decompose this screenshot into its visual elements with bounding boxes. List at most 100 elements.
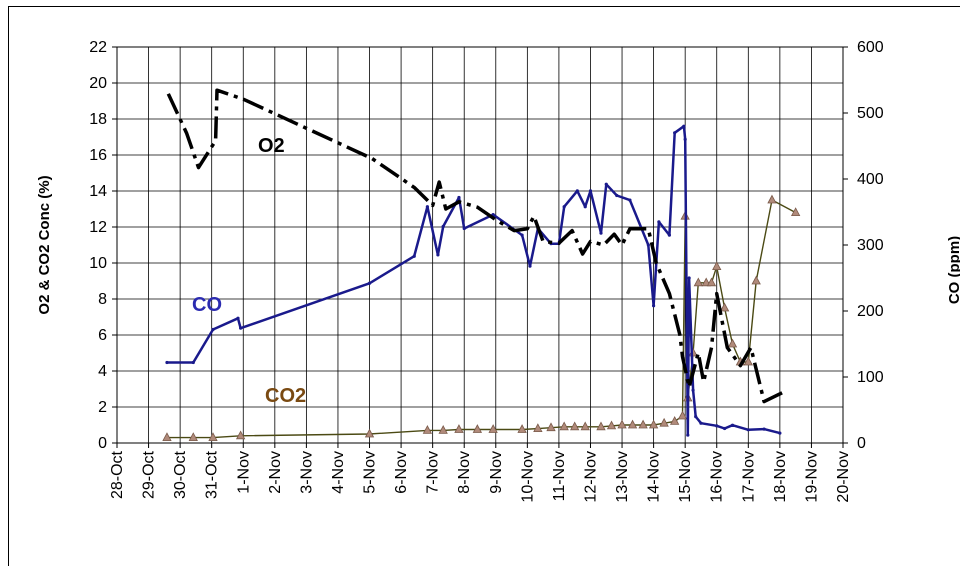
x-tick-label: 12-Nov bbox=[582, 451, 599, 503]
y-left-tick-label: 10 bbox=[89, 255, 107, 272]
co2-marker bbox=[533, 423, 543, 433]
x-tick-label: 16-Nov bbox=[709, 451, 726, 503]
x-tick-label: 3-Nov bbox=[298, 451, 315, 494]
co-marker bbox=[673, 131, 677, 135]
y-left-tick-label: 22 bbox=[89, 39, 107, 56]
annotation-co2: CO2 bbox=[265, 385, 306, 407]
co2-marker bbox=[638, 419, 648, 429]
co2-marker bbox=[422, 425, 433, 434]
x-tick-label: 19-Nov bbox=[803, 451, 820, 503]
x-tick-label: 31-Oct bbox=[204, 450, 221, 499]
co-marker bbox=[667, 233, 671, 237]
annotation-co: CO bbox=[192, 294, 222, 316]
y-right-tick-label: 200 bbox=[857, 303, 884, 320]
gridlines bbox=[116, 46, 844, 444]
co2-marker bbox=[706, 277, 717, 287]
y-right-tick-label: 500 bbox=[857, 105, 884, 122]
x-tick-label: 6-Nov bbox=[393, 451, 410, 494]
co-marker bbox=[165, 360, 169, 365]
co-marker bbox=[762, 427, 766, 431]
chart-frame bbox=[8, 6, 960, 566]
co-marker bbox=[191, 360, 195, 365]
co2-marker bbox=[790, 207, 801, 217]
co-marker bbox=[699, 421, 703, 425]
y-right-tick-label: 400 bbox=[857, 171, 884, 188]
y-left-tick-label: 8 bbox=[98, 291, 107, 308]
y-left-tick-label: 0 bbox=[98, 435, 107, 452]
co-marker bbox=[694, 415, 698, 419]
co2-marker bbox=[767, 194, 777, 204]
x-tick-label: 29-Oct bbox=[141, 450, 158, 499]
co2-marker bbox=[677, 410, 688, 420]
x-tick-label: 17-Nov bbox=[740, 451, 757, 503]
y-left-tick-label: 20 bbox=[89, 75, 107, 92]
co2-marker bbox=[719, 302, 730, 312]
co-marker bbox=[562, 205, 566, 209]
series-line-o2 bbox=[166, 88, 784, 404]
x-tick-label: 18-Nov bbox=[772, 451, 789, 503]
co2-marker bbox=[188, 432, 198, 442]
co2-marker bbox=[627, 419, 638, 429]
y-axis-right-title: CO (ppm) bbox=[946, 236, 960, 304]
y-left-tick-label: 4 bbox=[98, 363, 107, 380]
series-line-co2 bbox=[167, 199, 797, 439]
co-marker bbox=[682, 124, 686, 128]
co2-marker bbox=[659, 417, 669, 427]
co2-marker bbox=[570, 421, 580, 431]
co-marker bbox=[686, 433, 690, 437]
co2-marker bbox=[162, 432, 172, 442]
co-marker bbox=[520, 233, 524, 237]
co2-marker bbox=[743, 356, 753, 366]
co2-marker bbox=[454, 424, 464, 433]
co2-marker bbox=[606, 420, 617, 430]
x-tick-label: 13-Nov bbox=[614, 451, 631, 503]
co-marker bbox=[778, 431, 782, 435]
series-layer bbox=[162, 88, 801, 442]
x-tick-label: 9-Nov bbox=[488, 451, 505, 494]
co2-marker bbox=[580, 421, 590, 431]
co-marker bbox=[441, 224, 445, 229]
co-marker bbox=[615, 193, 619, 198]
co-marker bbox=[583, 205, 587, 209]
y-left-tick-label: 18 bbox=[89, 111, 107, 128]
co-marker bbox=[457, 195, 461, 200]
co-marker bbox=[723, 426, 727, 431]
x-tick-label: 7-Nov bbox=[425, 451, 442, 494]
co2-marker bbox=[208, 432, 218, 442]
axes-layer: 28-Oct 29-Oct 30-Oct 31-Oct 1-Nov 2-Nov 3-Nov 4… bbox=[89, 39, 884, 503]
x-tick-label: 15-Nov bbox=[677, 451, 694, 503]
co2-marker bbox=[596, 421, 606, 431]
co2-marker bbox=[472, 424, 483, 433]
co-marker bbox=[528, 264, 532, 268]
x-tick-label: 28-Oct bbox=[109, 450, 126, 499]
co-marker bbox=[715, 424, 719, 428]
co-marker bbox=[575, 189, 579, 193]
co-marker bbox=[599, 231, 603, 235]
co-marker bbox=[730, 423, 735, 427]
co-marker bbox=[657, 220, 661, 224]
co-marker bbox=[687, 276, 691, 280]
co-marker bbox=[425, 205, 429, 209]
co-marker bbox=[367, 281, 372, 285]
co-marker bbox=[412, 254, 416, 258]
co2-marker bbox=[727, 338, 738, 348]
plot-area-border bbox=[116, 46, 844, 444]
y-axis-left-title: O2 & CO2 Conc (%) bbox=[36, 175, 53, 314]
y-right-tick-label: 600 bbox=[857, 39, 884, 56]
co2-marker bbox=[364, 428, 375, 438]
co2-marker bbox=[751, 275, 761, 285]
co-marker bbox=[239, 326, 243, 330]
co-marker bbox=[683, 137, 687, 141]
co-marker bbox=[746, 428, 750, 432]
y-left-tick-label: 2 bbox=[98, 399, 107, 416]
co2-marker bbox=[488, 424, 498, 433]
co2-marker bbox=[559, 421, 569, 431]
co-marker bbox=[604, 182, 608, 186]
co-marker bbox=[652, 304, 656, 308]
x-tick-label: 14-Nov bbox=[646, 451, 663, 503]
y-left-tick-label: 12 bbox=[89, 219, 107, 236]
x-tick-label: 10-Nov bbox=[519, 451, 536, 503]
co-marker bbox=[436, 253, 440, 257]
y-left-tick-label: 14 bbox=[89, 183, 107, 200]
